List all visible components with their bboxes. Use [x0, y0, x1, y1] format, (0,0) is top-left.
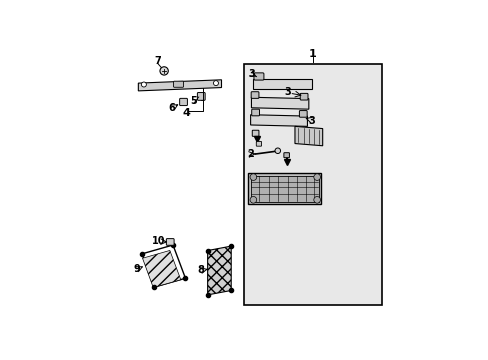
Text: 4: 4	[183, 108, 190, 118]
Text: 3: 3	[307, 116, 314, 126]
Text: 1: 1	[308, 49, 316, 59]
Text: 9: 9	[133, 264, 140, 274]
Polygon shape	[142, 245, 185, 287]
Polygon shape	[253, 79, 311, 89]
Text: 10: 10	[151, 237, 165, 246]
FancyBboxPatch shape	[166, 239, 174, 245]
Polygon shape	[248, 174, 321, 204]
Circle shape	[313, 197, 320, 203]
Circle shape	[313, 174, 320, 180]
Text: 3: 3	[248, 69, 255, 79]
FancyBboxPatch shape	[173, 81, 183, 87]
FancyBboxPatch shape	[251, 92, 259, 98]
Polygon shape	[142, 251, 181, 288]
Circle shape	[274, 148, 280, 153]
Text: 5: 5	[190, 96, 197, 107]
Text: 7: 7	[154, 56, 161, 66]
FancyBboxPatch shape	[252, 130, 259, 136]
Bar	[250, 176, 318, 202]
FancyBboxPatch shape	[179, 98, 187, 105]
FancyBboxPatch shape	[253, 73, 264, 80]
Circle shape	[213, 81, 218, 86]
FancyBboxPatch shape	[256, 141, 261, 146]
Text: 8: 8	[198, 265, 204, 275]
FancyBboxPatch shape	[284, 153, 289, 158]
Circle shape	[249, 197, 256, 203]
FancyBboxPatch shape	[299, 111, 306, 117]
FancyBboxPatch shape	[197, 93, 205, 100]
Circle shape	[160, 67, 168, 75]
Polygon shape	[294, 126, 322, 146]
Text: 2: 2	[247, 149, 253, 159]
Bar	[243, 64, 382, 305]
Polygon shape	[207, 246, 231, 295]
Polygon shape	[250, 115, 307, 126]
Text: 6: 6	[168, 103, 175, 113]
FancyBboxPatch shape	[251, 109, 259, 116]
FancyBboxPatch shape	[300, 93, 307, 100]
Circle shape	[249, 174, 256, 180]
Polygon shape	[138, 80, 221, 91]
Polygon shape	[251, 97, 308, 109]
Circle shape	[141, 82, 146, 87]
Text: 3: 3	[284, 87, 291, 97]
